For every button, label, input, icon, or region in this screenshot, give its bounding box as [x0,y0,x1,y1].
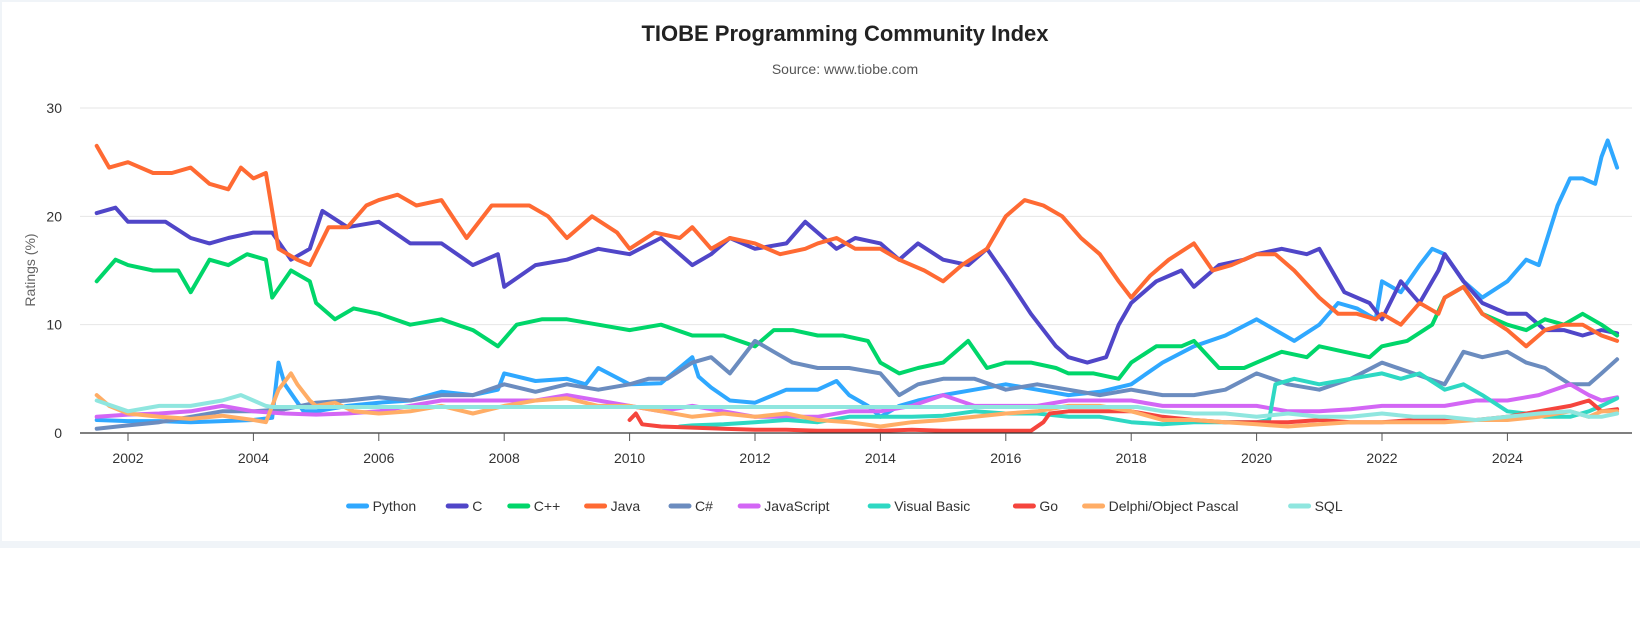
chart-card [0,0,1640,548]
series-line-sql [94,393,1620,422]
legend-item-sql[interactable]: SQL [1288,498,1343,514]
y-tick-label: 30 [46,100,62,116]
legend-item-visual-basic[interactable]: Visual Basic [867,498,970,514]
x-tick-label: 2008 [489,450,520,466]
legend-label: C [472,498,482,514]
x-tick-label: 2020 [1241,450,1272,466]
series-line-c- [94,252,1620,381]
x-tick-label: 2024 [1492,450,1523,466]
series-line-delphi-object-pascal [94,371,1620,429]
legend-label: Java [611,498,641,514]
y-axis-ticks: 0 10 20 30 [46,100,62,441]
x-tick-label: 2012 [739,450,770,466]
legend-item-java[interactable]: Java [584,498,641,514]
y-tick-label: 20 [46,208,62,224]
x-tick-label: 2018 [1116,450,1147,466]
y-axis-title: Ratings (%) [22,233,38,306]
legend-item-python[interactable]: Python [346,498,417,514]
x-tick-label: 2002 [112,450,143,466]
chart-panel [2,2,1640,541]
legend-label: Go [1039,498,1058,514]
gridlines [80,107,1632,326]
legend-item-c[interactable]: C [445,498,482,514]
legend-label: Visual Basic [894,498,970,514]
legend-item-c-[interactable]: C++ [507,498,560,514]
chart-title: TIOBE Programming Community Index [641,21,1049,46]
legend-label: Delphi/Object Pascal [1109,498,1239,514]
legend-label: C# [695,498,713,514]
series-line-java [94,143,1620,349]
legend-item-javascript[interactable]: JavaScript [737,498,830,514]
x-tick-label: 2022 [1366,450,1397,466]
y-tick-label: 0 [54,425,62,441]
x-tick-label: 2004 [238,450,269,466]
x-tick-label: 2010 [614,450,645,466]
legend-label: JavaScript [764,498,829,514]
legend-item-go[interactable]: Go [1012,498,1058,514]
x-tick-label: 2014 [865,450,896,466]
series-lines [94,138,1620,433]
legend-label: C++ [534,498,560,514]
chart-subtitle: Source: www.tiobe.com [772,61,918,77]
legend-label: Python [373,498,417,514]
x-tick-label: 2006 [363,450,394,466]
series-line-c [94,205,1620,365]
legend-item-delphi-object-pascal[interactable]: Delphi/Object Pascal [1082,498,1239,514]
series-line-python [94,138,1620,425]
y-tick-label: 10 [46,317,62,333]
x-axis: 2002 2004 2006 2008 2010 2012 2014 2016 2018 2020… [80,432,1632,466]
legend-item-c-[interactable]: C# [668,498,713,514]
x-tick-label: 2016 [990,450,1021,466]
legend: Python C C++ Java C# JavaScript Visual Basic Go… [346,498,1343,514]
legend-label: SQL [1315,498,1343,514]
